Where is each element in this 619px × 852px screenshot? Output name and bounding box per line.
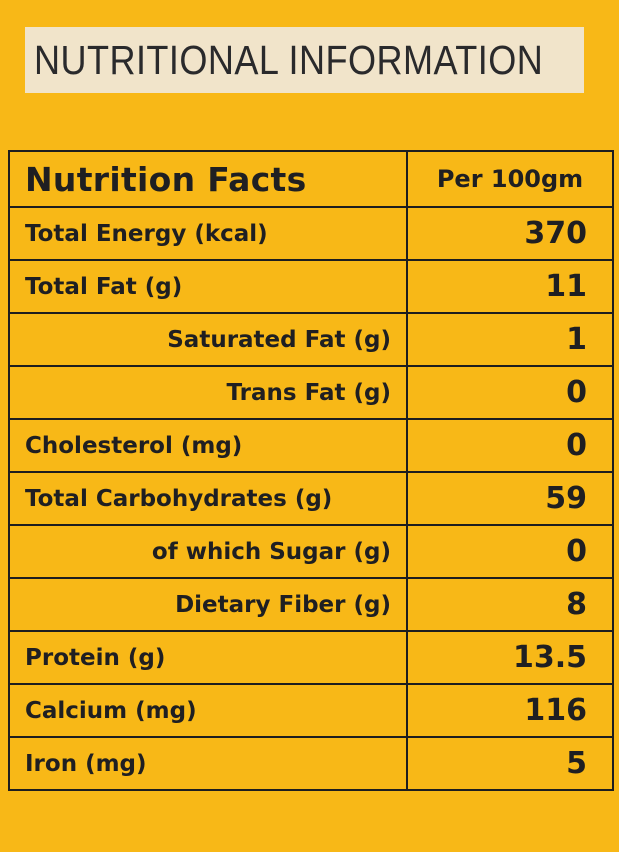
nutrient-value: 370 bbox=[406, 206, 614, 261]
nutrient-value: 5 bbox=[406, 736, 614, 791]
nutrient-value: 13.5 bbox=[406, 630, 614, 685]
nutrition-facts-table: Nutrition Facts Per 100gm Total Energy (… bbox=[8, 150, 614, 791]
table-row: of which Sugar (g) 0 bbox=[8, 524, 614, 579]
table-row: Calcium (mg) 116 bbox=[8, 683, 614, 738]
header-value: Per 100gm bbox=[406, 150, 614, 208]
nutrient-label: Protein (g) bbox=[8, 630, 408, 685]
title-banner: NUTRITIONAL INFORMATION bbox=[25, 27, 584, 93]
nutrient-value: 8 bbox=[406, 577, 614, 632]
table-header-row: Nutrition Facts Per 100gm bbox=[8, 150, 614, 208]
table-row: Saturated Fat (g) 1 bbox=[8, 312, 614, 367]
nutrient-label: Total Fat (g) bbox=[8, 259, 408, 314]
table-row: Dietary Fiber (g) 8 bbox=[8, 577, 614, 632]
nutrient-value: 11 bbox=[406, 259, 614, 314]
nutrient-label: Total Carbohydrates (g) bbox=[8, 471, 408, 526]
nutrient-value: 0 bbox=[406, 365, 614, 420]
table-row: Cholesterol (mg) 0 bbox=[8, 418, 614, 473]
nutrient-value: 59 bbox=[406, 471, 614, 526]
nutrient-label: Total Energy (kcal) bbox=[8, 206, 408, 261]
page-title: NUTRITIONAL INFORMATION bbox=[34, 36, 544, 83]
nutrient-label: Cholesterol (mg) bbox=[8, 418, 408, 473]
nutrient-label: Trans Fat (g) bbox=[8, 365, 408, 420]
table-row: Total Energy (kcal) 370 bbox=[8, 206, 614, 261]
nutrient-label: of which Sugar (g) bbox=[8, 524, 408, 579]
nutrient-value: 116 bbox=[406, 683, 614, 738]
nutrient-label: Calcium (mg) bbox=[8, 683, 408, 738]
header-label: Nutrition Facts bbox=[8, 150, 408, 208]
nutrient-value: 0 bbox=[406, 524, 614, 579]
nutrient-value: 1 bbox=[406, 312, 614, 367]
table-row: Total Carbohydrates (g) 59 bbox=[8, 471, 614, 526]
table-row: Trans Fat (g) 0 bbox=[8, 365, 614, 420]
nutrient-label: Iron (mg) bbox=[8, 736, 408, 791]
table-row: Protein (g) 13.5 bbox=[8, 630, 614, 685]
nutrient-value: 0 bbox=[406, 418, 614, 473]
table-row: Total Fat (g) 11 bbox=[8, 259, 614, 314]
table-row: Iron (mg) 5 bbox=[8, 736, 614, 791]
nutrient-label: Saturated Fat (g) bbox=[8, 312, 408, 367]
nutrient-label: Dietary Fiber (g) bbox=[8, 577, 408, 632]
